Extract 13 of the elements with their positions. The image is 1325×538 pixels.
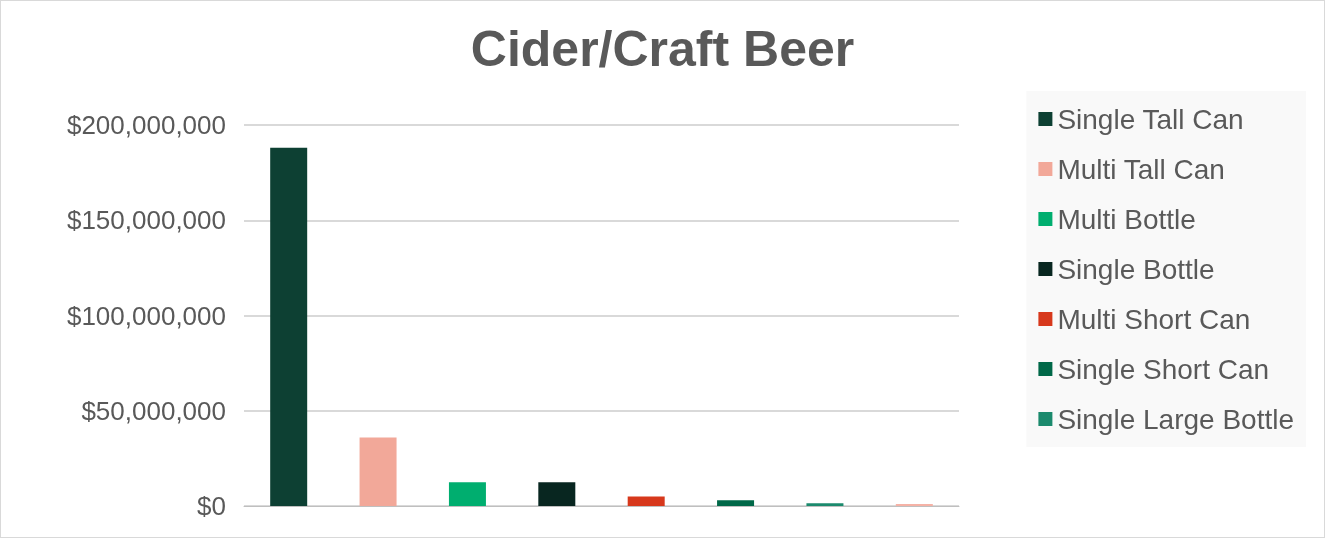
y-tick-label: $0 [197, 491, 226, 521]
legend-label: Single Short Can [1057, 353, 1270, 385]
legend-label: Single Large Bottle [1057, 403, 1294, 435]
y-tick-label: $50,000,000 [81, 395, 226, 426]
legend-label: Multi Tall Can [1057, 153, 1225, 185]
y-tick-label: $100,000,000 [66, 300, 226, 331]
chart-title: Cider/Craft Beer [470, 21, 855, 77]
legend-label: Single Bottle [1057, 253, 1215, 285]
legend-label: Single Tall Can [1057, 103, 1244, 135]
legend-label: Multi Short Can [1057, 303, 1251, 335]
y-tick-label: $150,000,000 [66, 205, 226, 236]
y-tick-label: $200,000,000 [66, 110, 226, 140]
legend-label: Multi Bottle [1057, 203, 1196, 235]
